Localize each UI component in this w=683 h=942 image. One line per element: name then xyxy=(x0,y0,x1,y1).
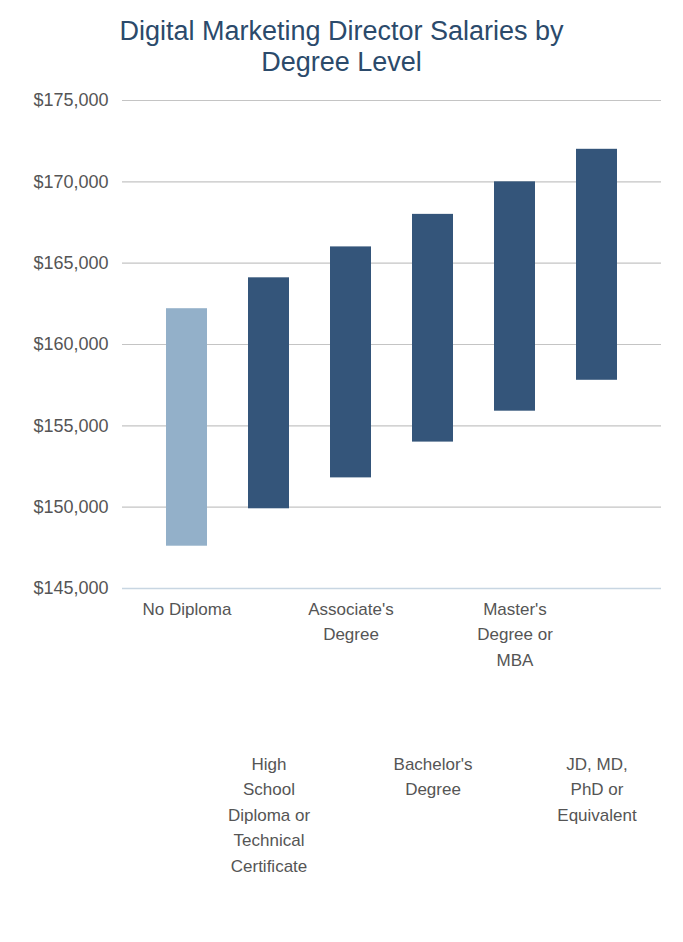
svg-text:$165,000: $165,000 xyxy=(33,253,108,273)
svg-text:Bachelor'sDegree: Bachelor'sDegree xyxy=(394,755,473,800)
svg-text:$175,000: $175,000 xyxy=(33,90,108,110)
svg-text:Associate'sDegree: Associate'sDegree xyxy=(308,600,393,645)
html-text:Digital Marketing Director Sal: Digital Marketing Director Salaries by D… xyxy=(119,16,564,77)
svg-text:Master'sDegree orMBA: Master'sDegree orMBA xyxy=(477,600,553,670)
svg-text:$170,000: $170,000 xyxy=(33,172,108,192)
svg-text:HighSchoolDiploma orTechnicalC: HighSchoolDiploma orTechnicalCertificate xyxy=(228,755,311,876)
svg-text:$145,000: $145,000 xyxy=(33,578,108,598)
svg-text:No Diploma: No Diploma xyxy=(143,600,232,619)
svg-text:$155,000: $155,000 xyxy=(33,416,108,436)
svg-text:$160,000: $160,000 xyxy=(33,334,108,354)
svg-text:JD, MD,PhD orEquivalent: JD, MD,PhD orEquivalent xyxy=(557,755,637,825)
svg-text:$150,000: $150,000 xyxy=(33,497,108,517)
